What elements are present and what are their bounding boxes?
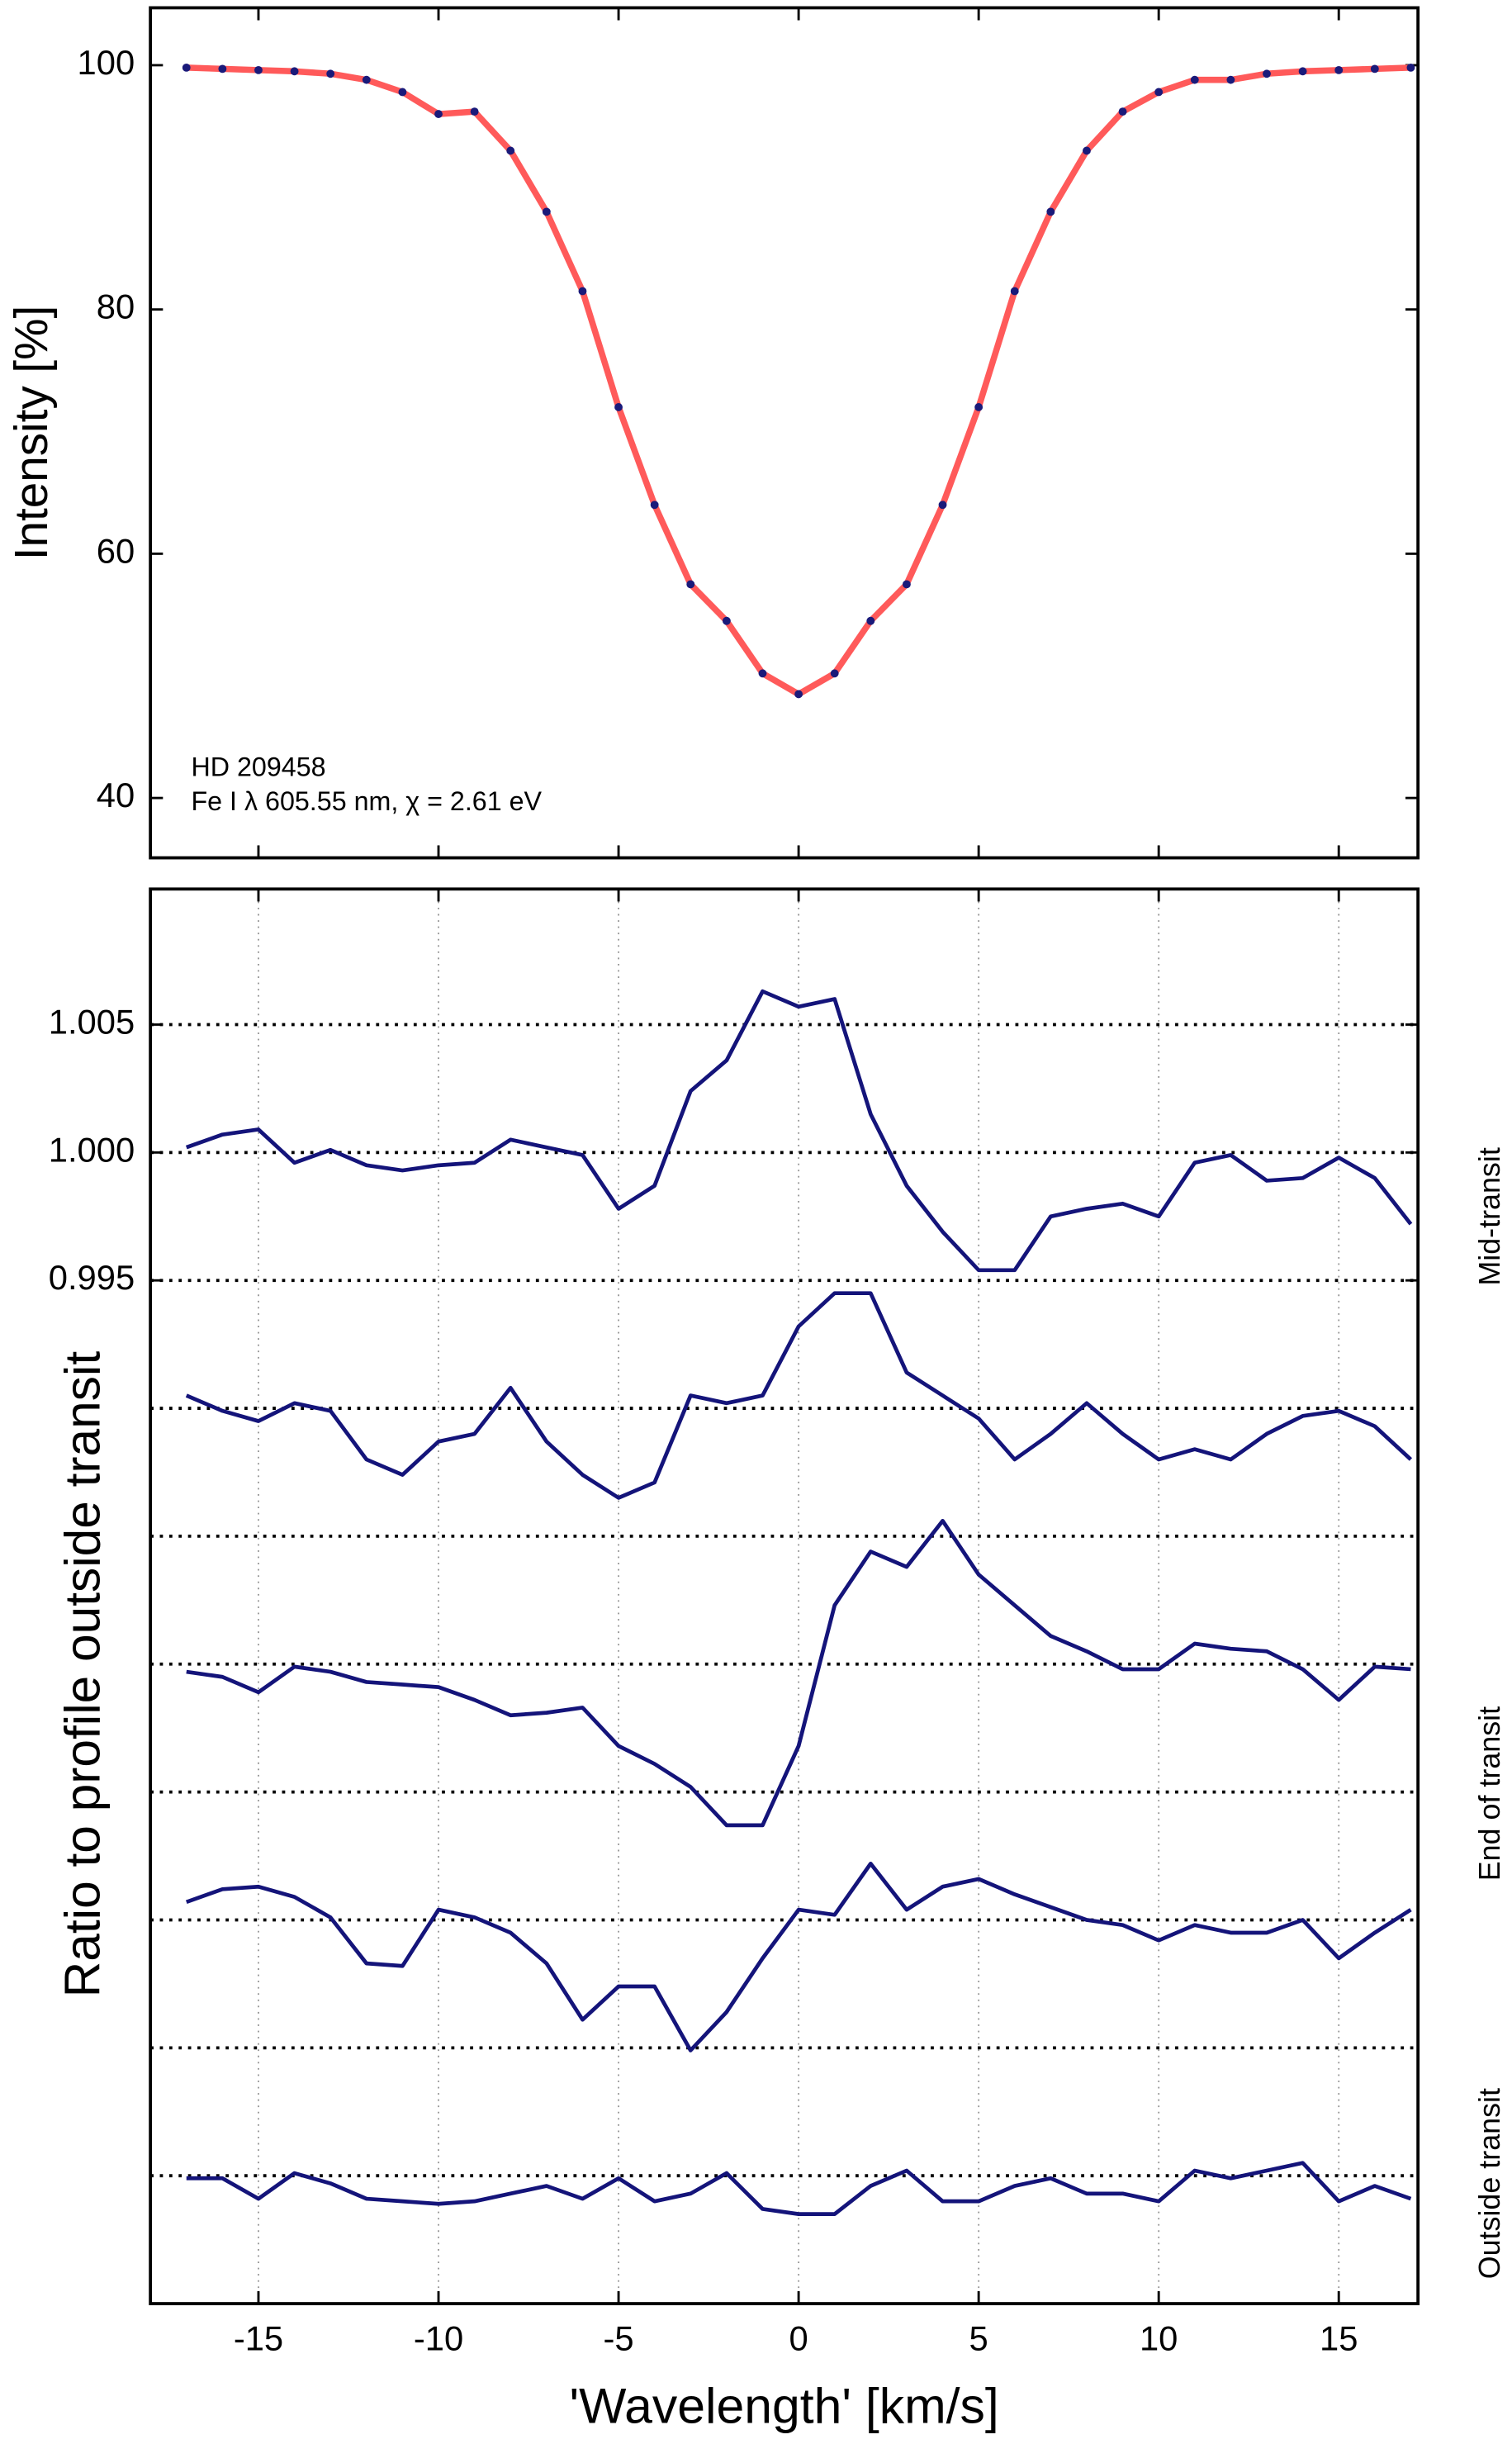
data-point <box>254 65 263 74</box>
x-tick-label: 10 <box>1140 2318 1178 2357</box>
data-point <box>1226 75 1235 84</box>
data-line <box>186 2161 1412 2217</box>
x-tick-label: -10 <box>414 2318 463 2357</box>
x-tick-label: -5 <box>604 2318 634 2357</box>
y-tick-label: 1.005 <box>49 1003 135 1042</box>
x-tick-label: 15 <box>1320 2318 1358 2357</box>
x-tick-label: 5 <box>969 2318 988 2357</box>
y-tick-label: 0.995 <box>49 1258 135 1297</box>
data-point <box>1263 69 1271 78</box>
data-point <box>218 64 227 74</box>
data-point <box>614 403 623 411</box>
data-point <box>1298 67 1307 76</box>
data-point <box>470 107 479 116</box>
data-point <box>1118 107 1127 116</box>
y-axis-label: Ratio to profile outside transit <box>54 1351 110 1998</box>
data-point <box>1370 64 1379 74</box>
data-point <box>938 501 947 510</box>
annotation: HD 209458 <box>191 752 325 781</box>
data-point <box>326 69 335 78</box>
x-axis-label: 'Wavelength' [km/s] <box>570 2378 999 2434</box>
plot-frame <box>149 887 1420 2305</box>
data-point <box>1190 75 1199 84</box>
y-tick-label: 100 <box>78 43 135 82</box>
x-tick-label: 0 <box>789 2318 808 2357</box>
data-point <box>1010 287 1019 296</box>
data-point <box>506 146 515 155</box>
data-point <box>1083 146 1091 155</box>
data-point <box>866 616 875 625</box>
data-point <box>794 690 803 699</box>
y-axis-label: Intensity [%] <box>6 306 58 560</box>
data-point <box>686 580 695 589</box>
data-line <box>185 1291 1413 1500</box>
data-point <box>542 207 551 216</box>
data-point <box>1334 65 1344 74</box>
annotation: Fe I λ 605.55 nm, χ = 2.61 eV <box>191 786 542 816</box>
x-tick-label: -15 <box>234 2318 283 2357</box>
y-tick-label: 40 <box>97 776 135 814</box>
y-tick-label: 60 <box>97 531 135 570</box>
data-point <box>974 403 984 411</box>
data-line <box>186 64 1411 698</box>
data-point <box>290 67 299 76</box>
data-point <box>1154 88 1164 97</box>
plot-frame <box>149 6 1420 860</box>
annotation: End of transit <box>1472 1706 1506 1881</box>
data-point <box>362 75 371 84</box>
data-point <box>830 669 839 678</box>
annotation: Mid-transit <box>1472 1147 1506 1285</box>
data-point <box>182 63 191 72</box>
data-point <box>434 110 443 118</box>
data-point <box>650 501 659 510</box>
data-point <box>902 580 911 589</box>
data-line <box>186 1518 1411 1828</box>
annotation: Outside transit <box>1472 2088 1506 2279</box>
data-point <box>758 669 767 678</box>
data-point <box>722 616 731 625</box>
data-point <box>1406 63 1415 72</box>
data-point <box>398 88 407 97</box>
data-point <box>1046 207 1055 216</box>
data-line <box>185 1861 1412 2052</box>
y-tick-label: 1.000 <box>49 1130 135 1169</box>
data-point <box>578 287 587 296</box>
data-line <box>185 989 1413 1273</box>
y-tick-label: 80 <box>97 287 135 326</box>
